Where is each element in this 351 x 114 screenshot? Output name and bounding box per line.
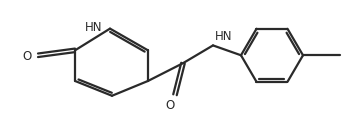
Text: O: O xyxy=(165,98,175,111)
Text: HN: HN xyxy=(85,21,102,34)
Text: HN: HN xyxy=(215,30,232,43)
Text: O: O xyxy=(23,49,32,62)
